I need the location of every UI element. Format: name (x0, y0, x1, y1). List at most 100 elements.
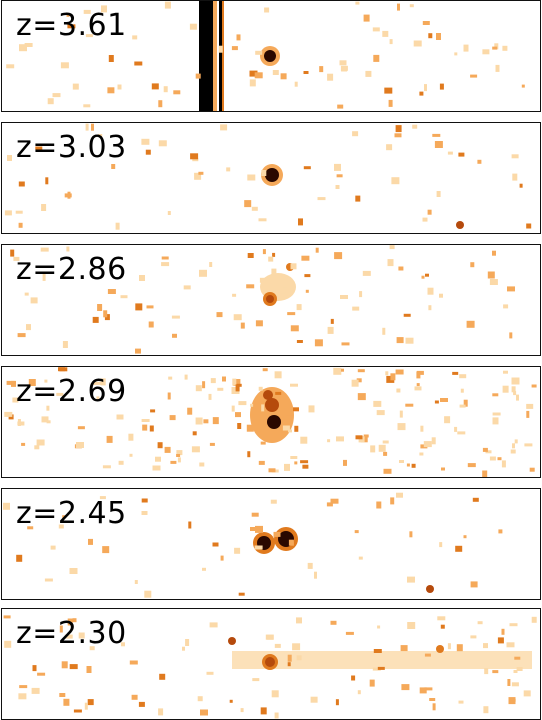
noise-speckle (354, 530, 359, 534)
noise-speckle (439, 542, 443, 548)
noise-speckle (66, 13, 70, 17)
secondary-source (456, 221, 464, 229)
noise-speckle (250, 403, 254, 407)
noise-speckle (355, 435, 363, 440)
noise-speckle (383, 468, 392, 474)
noise-speckle (226, 167, 231, 172)
noise-speckle (202, 381, 206, 389)
noise-speckle (171, 315, 180, 319)
noise-speckle (424, 687, 433, 691)
noise-speckle (512, 443, 515, 449)
noise-speckle (483, 643, 488, 649)
noise-speckle (141, 419, 150, 422)
noise-speckle (294, 81, 298, 87)
noise-speckle (212, 542, 219, 547)
noise-speckle (301, 255, 310, 261)
noise-speckle (485, 450, 492, 454)
noise-speckle (434, 400, 439, 404)
noise-speckle (26, 324, 31, 331)
noise-speckle (513, 391, 517, 396)
background-noise (3, 492, 503, 598)
noise-speckle (121, 642, 125, 647)
noise-speckle (477, 159, 482, 164)
noise-speckle (304, 274, 311, 278)
noise-speckle (3, 615, 11, 619)
noise-speckle (163, 86, 168, 93)
noise-speckle (502, 45, 508, 51)
noise-speckle (432, 133, 441, 137)
noise-speckle (106, 435, 113, 443)
noise-speckle (409, 4, 414, 8)
noise-speckle (104, 314, 110, 321)
noise-speckle (395, 125, 402, 133)
noise-speckle (172, 333, 177, 338)
noise-speckle (310, 696, 318, 703)
noise-speckle (157, 442, 163, 449)
noise-speckle (357, 690, 361, 695)
noise-speckle (262, 249, 266, 255)
noise-speckle (327, 326, 334, 334)
noise-speckle (441, 467, 445, 471)
noise-speckle (158, 708, 164, 716)
noise-speckle (46, 420, 51, 424)
emission-map-z303 (4, 123, 532, 230)
noise-speckle (494, 43, 499, 50)
noise-speckle (238, 592, 245, 596)
noise-speckle (296, 617, 302, 624)
noise-speckle (432, 703, 436, 711)
noise-speckle (482, 470, 488, 477)
noise-speckle (288, 539, 294, 546)
noise-speckle (363, 434, 369, 438)
noise-speckle (161, 262, 170, 267)
noise-speckle (141, 138, 150, 145)
noise-speckle (200, 709, 208, 716)
noise-speckle (333, 367, 342, 375)
noise-speckle (413, 40, 422, 47)
noise-speckle (489, 456, 496, 461)
panel-z361: z=3.61 (1, 0, 541, 112)
noise-speckle (384, 87, 393, 94)
noise-speckle (12, 397, 19, 403)
source-core (265, 168, 279, 182)
noise-speckle (526, 403, 534, 409)
noise-speckle (483, 706, 489, 714)
emission-map-z230 (3, 615, 537, 719)
redshift-label: z=2.30 (16, 616, 127, 651)
noise-speckle (315, 247, 319, 253)
redshift-label: z=2.69 (16, 374, 127, 409)
noise-speckle (487, 271, 495, 279)
noise-speckle (167, 211, 171, 215)
noise-speckle (87, 699, 94, 706)
noise-speckle (255, 50, 263, 55)
noise-speckle (108, 55, 114, 62)
noise-speckle (439, 83, 444, 90)
noise-speckle (452, 371, 459, 375)
noise-speckle (472, 497, 479, 502)
noise-speckle (387, 259, 394, 267)
noise-speckle (135, 303, 143, 311)
noise-speckle (164, 446, 171, 453)
noise-speckle (220, 124, 228, 131)
noise-speckle (444, 416, 451, 424)
noise-speckle (173, 90, 181, 95)
noise-speckle (419, 687, 427, 694)
noise-speckle (251, 512, 259, 517)
noise-speckle (84, 702, 88, 710)
noise-speckle (280, 73, 287, 80)
noise-speckle (212, 417, 219, 425)
noise-speckle (447, 643, 451, 650)
noise-speckle (372, 667, 381, 671)
noise-speckle (232, 378, 237, 386)
noise-speckle (247, 451, 251, 458)
emission-map-z286 (10, 245, 515, 354)
noise-speckle (202, 567, 206, 571)
noise-speckle (317, 197, 326, 201)
noise-speckle (217, 387, 224, 391)
noise-speckle (416, 370, 424, 375)
noise-speckle (397, 3, 400, 11)
noise-speckle (369, 679, 375, 687)
noise-speckle (428, 33, 433, 39)
noise-speckle (352, 131, 359, 137)
noise-speckle (260, 441, 266, 445)
noise-speckle (197, 696, 203, 702)
